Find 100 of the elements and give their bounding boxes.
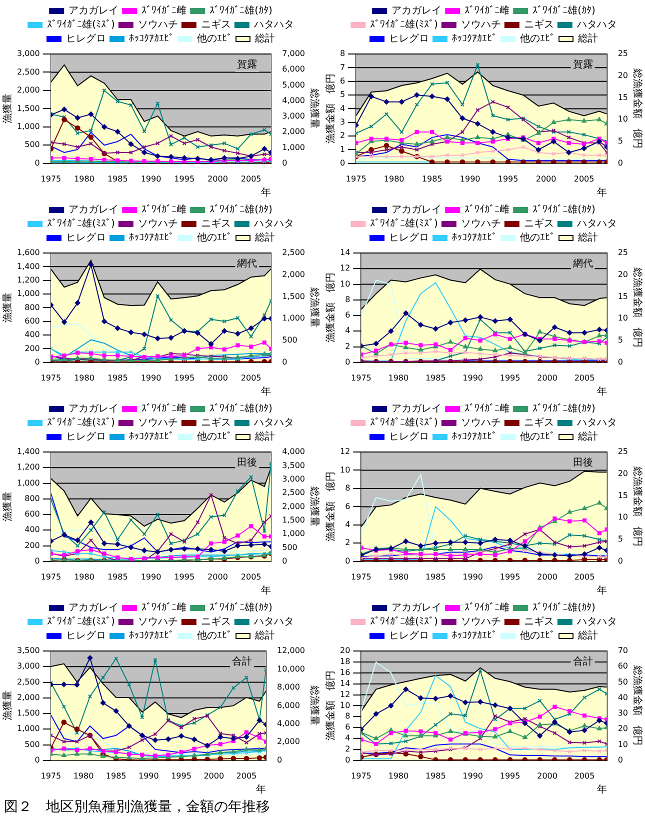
y-axis-title: 漁獲金額 億円: [324, 272, 337, 343]
legend-label: ソウハチ: [460, 616, 501, 628]
x-tick-label: 1985: [107, 373, 128, 382]
y2-tick-label: 4,000: [282, 447, 306, 456]
y-tick-label: 3,000: [16, 49, 40, 58]
legend-label: アカガレイ: [68, 204, 119, 216]
x-tick-label: 1990: [462, 771, 484, 780]
y2-tick-label: 0: [277, 755, 282, 764]
x-tick-label: 1985: [107, 572, 128, 582]
text: 田後: [237, 456, 258, 469]
caption: 図２ 地区別魚種別漁獲量，金額の年推移: [3, 798, 271, 816]
x-tick-label: 1990: [140, 572, 162, 582]
y-tick-label: 14: [340, 248, 350, 258]
y2-tick-label: 10,000: [277, 664, 306, 674]
x-axis-title: 年: [261, 386, 272, 398]
legend-label: 総計: [254, 630, 275, 642]
legend-label: ｽﾞﾜｲｶﾞﾆ雄(ｶﾀ): [532, 4, 596, 17]
x-tick-label: 2000: [208, 572, 228, 582]
y2-tick-label: 60: [618, 662, 628, 671]
legend-label: 総計: [577, 630, 598, 642]
legend-label: ハタハタ: [252, 218, 294, 230]
y2-axis-title: 総漁獲金額 億円: [631, 68, 644, 149]
y-tick-label: 6: [340, 76, 346, 86]
y-tick-label: 0: [34, 158, 40, 168]
legend-label: ｽﾞﾜｲｶﾞﾆ雄(ﾐｽﾞ): [47, 616, 115, 628]
y-tick-label: 2: [345, 538, 350, 548]
x-tick-label: 1975: [346, 174, 366, 184]
legend-label: ニギス: [524, 18, 554, 31]
x-tick-label: 2000: [208, 373, 228, 382]
x-tick-label: 1980: [388, 572, 409, 582]
y2-tick-label: 1,000: [282, 142, 306, 152]
x-axis-title: 年: [261, 584, 272, 597]
y-axis-title: 漁獲量: [2, 492, 14, 522]
legend-label: ソウハチ: [460, 218, 501, 230]
y2-tick-label: 6,000: [282, 64, 306, 74]
y-tick-label: 6: [345, 502, 350, 511]
legend-label: ハタハタ: [252, 616, 294, 628]
y-tick-label: 0: [345, 556, 350, 566]
legend-label: ﾎｯｺｸｱｶｴﾋﾞ: [129, 32, 174, 45]
x-tick-label: 1995: [500, 572, 520, 582]
x-tick-label: 1980: [388, 771, 409, 780]
y2-tick-label: 0: [618, 158, 623, 168]
legend-label: ﾎｯｺｸｱｶｴﾋﾞ: [452, 232, 497, 244]
x-tick-label: 2000: [536, 174, 556, 184]
y-tick-label: 0: [34, 556, 40, 566]
x-tick-label: 1990: [462, 572, 484, 582]
x-tick-label: 1990: [460, 174, 480, 184]
y-tick-label: 10: [340, 465, 350, 474]
x-tick-label: 1985: [106, 771, 126, 780]
y2-tick-label: 0: [618, 556, 623, 566]
x-tick-label: 1985: [425, 373, 446, 382]
y2-tick-label: 40: [618, 692, 628, 702]
x-tick-label: 2005: [574, 771, 595, 780]
y2-tick-label: 8,000: [277, 682, 300, 692]
y2-tick-label: 20: [618, 468, 628, 478]
legend-label: 他のｴﾋﾞ: [197, 232, 232, 244]
x-tick-label: 1985: [107, 174, 128, 184]
y2-axis-title: 総漁獲量: [308, 88, 320, 129]
y-tick-label: 12: [340, 690, 350, 699]
y-tick-label: 4: [345, 734, 350, 743]
legend-label: ｽﾞﾜｲｶﾞﾆ雌: [464, 204, 510, 216]
x-axis-title: 年: [596, 784, 607, 796]
y-axis-title: 漁獲量: [2, 690, 14, 721]
legend-label: 総計: [254, 430, 275, 443]
y2-tick-label: 1,500: [282, 515, 306, 524]
x-tick-label: 2000: [537, 373, 558, 382]
legend-label: ｽﾞﾜｲｶﾞﾆ雌: [142, 402, 187, 415]
x-tick-label: 1980: [74, 572, 94, 582]
legend-label: ﾎｯｺｸｱｶｴﾋﾞ: [452, 630, 497, 642]
y-tick-label: 500: [24, 740, 40, 749]
legend-label: ヒレグロ: [66, 432, 106, 443]
y-tick-label: 400: [24, 330, 40, 340]
x-tick-label: 1990: [140, 174, 162, 184]
legend-label: ニギス: [200, 616, 231, 628]
legend-label: ｽﾞﾜｲｶﾞﾆ雄(ｶﾀ): [210, 204, 272, 216]
y-tick-label: 2: [345, 342, 350, 351]
x-tick-label: 1995: [174, 174, 195, 184]
y-tick-label: 4: [340, 104, 346, 113]
y-tick-label: 1,600: [16, 248, 40, 258]
x-tick-label: 2000: [204, 771, 224, 780]
y-tick-label: 8: [345, 294, 350, 304]
x-tick-label: 2005: [236, 771, 257, 780]
x-tick-label: 1980: [74, 373, 94, 382]
y-tick-label: 7: [340, 62, 346, 72]
legend-label: ｽﾞﾜｲｶﾞﾆ雄(ﾐｽﾞ): [47, 416, 115, 429]
y2-tick-label: 25: [618, 447, 628, 456]
legend-label: 総計: [577, 232, 598, 244]
y-tick-label: 600: [24, 510, 40, 519]
y-tick-label: 6: [345, 310, 350, 320]
y2-tick-label: 15: [618, 490, 628, 500]
x-tick-label: 1975: [40, 771, 62, 780]
x-tick-label: 1980: [388, 373, 409, 382]
y-tick-label: 800: [24, 494, 40, 503]
y-tick-label: 1,000: [16, 289, 40, 298]
legend-label: ｽﾞﾜｲｶﾞﾆ雌: [142, 4, 187, 17]
x-tick-label: 2005: [240, 373, 262, 382]
legend-label: ソウハチ: [460, 418, 501, 429]
legend-label: ﾎｯｺｸｱｶｴﾋﾞ: [452, 430, 497, 443]
text: 賀露: [237, 58, 258, 71]
y2-tick-label: 2,000: [277, 737, 300, 746]
